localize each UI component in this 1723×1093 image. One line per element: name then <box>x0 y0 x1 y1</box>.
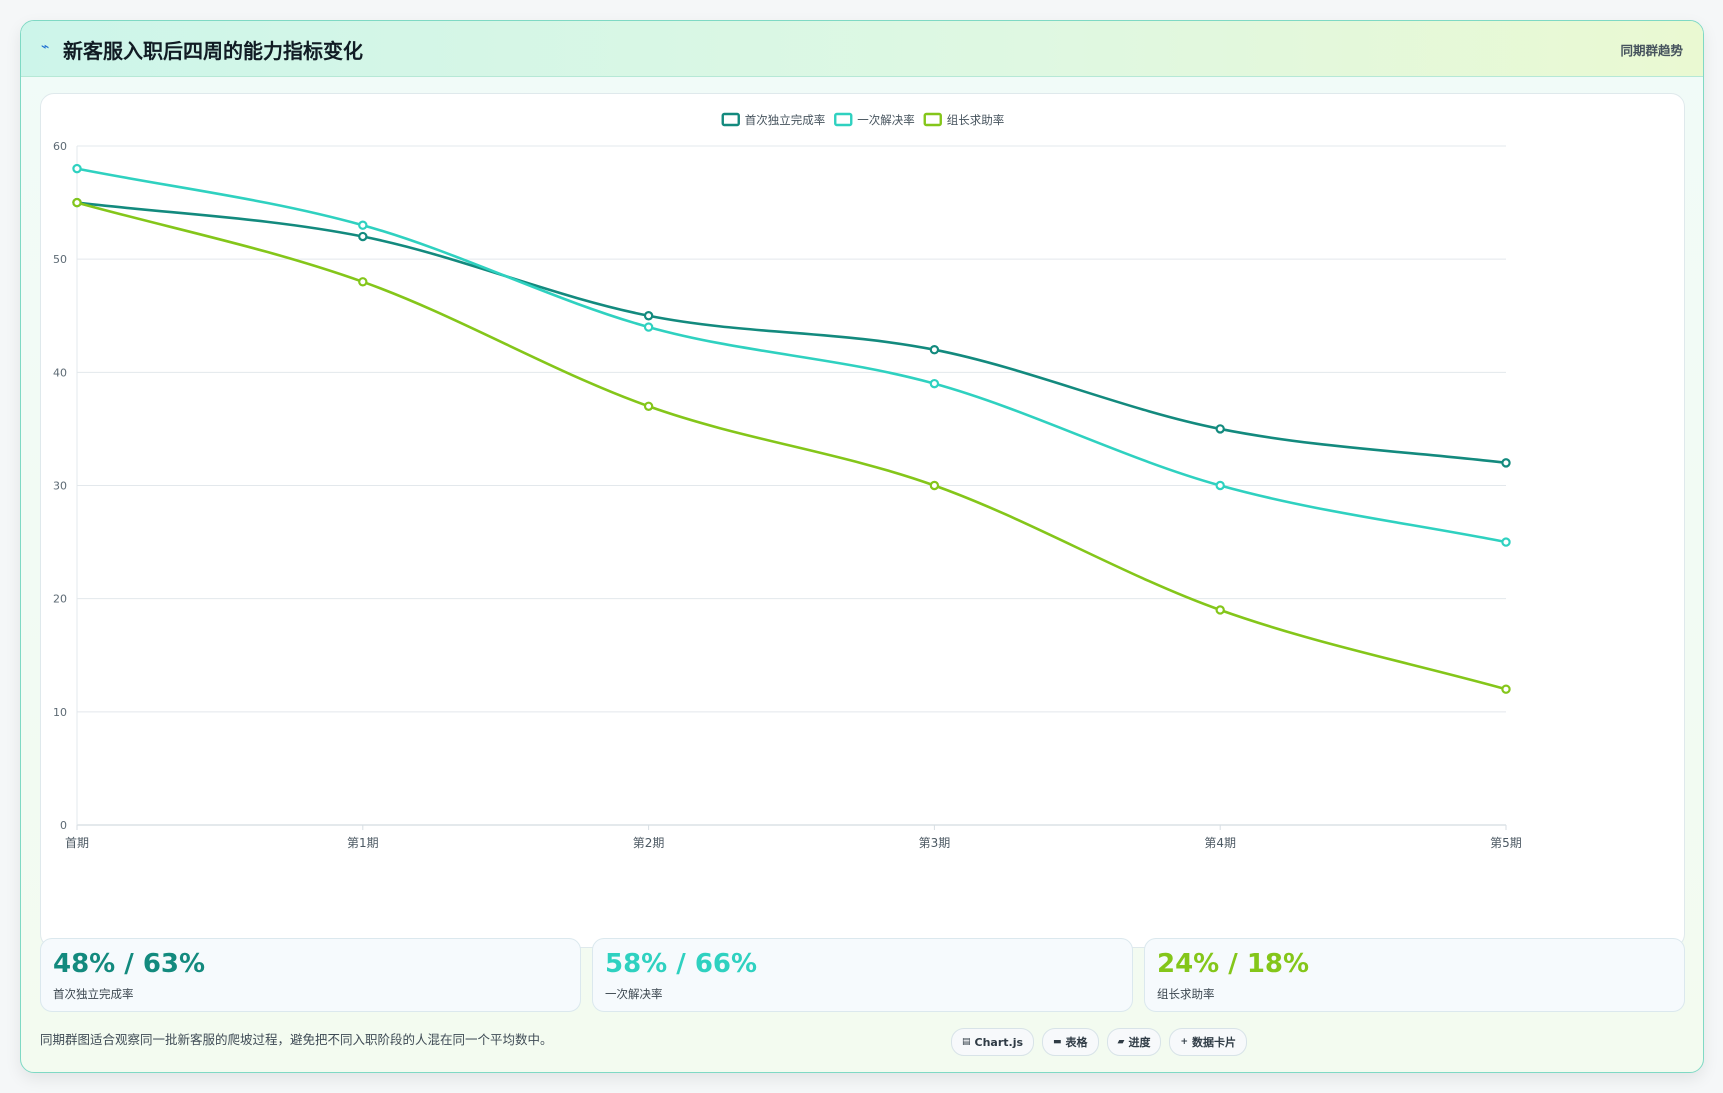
progress-icon: ▰ <box>1117 1037 1125 1047</box>
chip-label: Chart.js <box>974 1035 1024 1049</box>
stat-card-lead-help: 24% / 18% 组长求助率 <box>1144 938 1685 1012</box>
data-point <box>1215 480 1225 491</box>
x-tick-label: 第4期 <box>1204 836 1236 850</box>
series-line <box>76 201 1507 465</box>
line-chart: 0 10 20 30 40 50 60 首期 第1期 第2期 第3期 第4期 第5期 首次独立完成率 一次解… <box>53 112 1522 850</box>
header-tag: 同期群趋势 <box>1620 43 1683 58</box>
chip-table[interactable]: ▬ 表格 <box>1042 1028 1099 1056</box>
stat-value: 48% / 63% <box>53 949 206 979</box>
legend-label: 一次解决率 <box>857 113 915 127</box>
series-line <box>76 167 1507 544</box>
stat-value: 24% / 18% <box>1157 949 1310 979</box>
legend-label: 首次独立完成率 <box>745 113 826 127</box>
data-point <box>358 277 368 287</box>
data-point <box>358 220 368 230</box>
data-point <box>929 480 940 491</box>
stat-label: 首次独立完成率 <box>53 987 134 1001</box>
legend-swatch <box>834 112 853 127</box>
chart-container: 0 10 20 30 40 50 60 首期 第1期 第2期 第3期 第4期 第5期 首次独立完成率 一次解… <box>40 93 1685 948</box>
stat-label: 一次解决率 <box>605 987 663 1001</box>
x-tick-label: 第2期 <box>633 836 665 850</box>
legend-swatch <box>721 112 740 127</box>
footer-note: 同期群图适合观察同一批新客服的爬坡过程，避免把不同入职阶段的人混在同一个平均数中… <box>40 1032 553 1047</box>
chart-card: ⌁ 新客服入职后四周的能力指标变化 同期群趋势 0 10 20 30 40 50 60 首期 第… <box>20 20 1704 1073</box>
data-point <box>929 378 940 389</box>
data-point <box>72 163 82 174</box>
data-point <box>1501 458 1511 468</box>
series-line <box>76 201 1507 691</box>
legend-label: 组长求助率 <box>947 113 1005 127</box>
y-tick-label: 0 <box>60 819 67 832</box>
y-tick-label: 20 <box>53 593 67 606</box>
card-header: ⌁ 新客服入职后四周的能力指标变化 同期群趋势 <box>21 21 1703 77</box>
stat-card-first-independent: 48% / 63% 首次独立完成率 <box>40 938 581 1012</box>
y-tick-label: 60 <box>53 140 67 153</box>
chip-label: 表格 <box>1065 1036 1088 1049</box>
y-tick-label: 30 <box>53 480 67 493</box>
x-tick-label: 首期 <box>65 836 89 850</box>
data-point <box>643 322 654 332</box>
data-point <box>643 311 654 321</box>
data-point <box>929 344 940 355</box>
lightning-icon: ⌁ <box>41 39 50 55</box>
stat-label: 组长求助率 <box>1157 987 1215 1001</box>
data-point <box>358 231 368 242</box>
stat-card-first-resolution: 58% / 66% 一次解决率 <box>592 938 1133 1012</box>
y-tick-label: 40 <box>53 366 67 379</box>
stat-value: 58% / 66% <box>605 949 758 979</box>
chip-label: 数据卡片 <box>1192 1036 1237 1049</box>
table-icon: ▬ <box>1053 1037 1062 1047</box>
data-point <box>643 401 654 411</box>
data-point <box>1215 424 1225 434</box>
chip-label: 进度 <box>1128 1036 1151 1049</box>
data-point <box>1501 684 1511 694</box>
plus-icon: + <box>1180 1037 1189 1047</box>
data-point <box>1501 537 1511 547</box>
x-tick-label: 第1期 <box>347 836 379 850</box>
legend-swatch <box>923 112 942 127</box>
chart-icon: ▤ <box>962 1037 971 1047</box>
chip-chartjs[interactable]: ▤ Chart.js <box>951 1028 1035 1056</box>
card-title: 新客服入职后四周的能力指标变化 <box>63 39 363 63</box>
stat-cards: 48% / 63% 首次独立完成率 58% / 66% 一次解决率 24% / … <box>40 938 1685 1012</box>
y-tick-label: 50 <box>53 253 67 266</box>
data-point <box>72 197 82 208</box>
x-tick-label: 第5期 <box>1490 836 1522 850</box>
data-point <box>1215 605 1225 615</box>
chip-group: ▤ Chart.js ▬ 表格 ▰ 进度 + 数据卡片 <box>951 1028 1248 1058</box>
chip-data-cards[interactable]: + 数据卡片 <box>1169 1028 1248 1056</box>
y-tick-label: 10 <box>53 706 67 719</box>
chip-progress[interactable]: ▰ 进度 <box>1106 1028 1162 1056</box>
x-tick-label: 第3期 <box>919 836 951 850</box>
